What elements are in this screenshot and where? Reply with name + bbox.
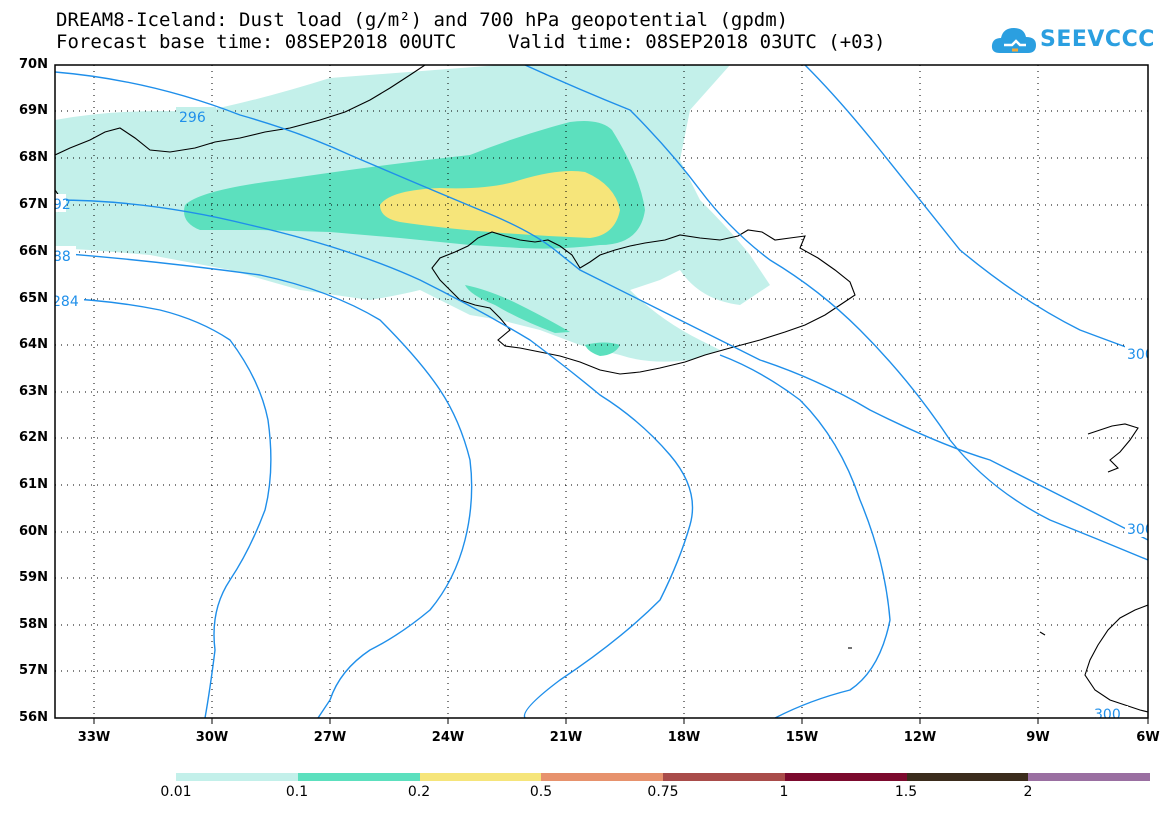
colorbar-segment (906, 773, 1029, 781)
colorbar-label: 2 (1023, 784, 1033, 800)
forecast-base-time: Forecast base time: 08SEP2018 00UTC (56, 31, 457, 53)
iceland-coast (431, 229, 856, 375)
colorbar-segment (176, 773, 298, 781)
lat-label-68n: 68N (19, 150, 48, 165)
colorbar-label: 0.01 (160, 784, 192, 800)
lon-label-12w: 12W (903, 730, 937, 745)
lat-label-66n: 66N (19, 244, 48, 259)
contour-label: 284 (52, 294, 79, 310)
contour-288 (55, 252, 473, 718)
map-title: DREAM8-Iceland: Dust load (g/m²) and 700… (56, 9, 789, 31)
lon-label-24w: 24W (431, 730, 465, 745)
lon-label-9w: 9W (1026, 730, 1050, 745)
colorbar-segment (541, 773, 663, 781)
lat-label-59n: 59N (19, 570, 48, 585)
contour-300-right (804, 65, 1148, 356)
lon-label-30w: 30W (195, 730, 229, 745)
contour-300-top (524, 65, 1148, 561)
lon-label-21w: 21W (549, 730, 583, 745)
colorbar-label: 0.1 (285, 784, 309, 800)
colorbar-segment (297, 773, 420, 781)
colorbar-label: 1.5 (894, 784, 918, 800)
scotland-coast (1084, 604, 1148, 713)
colorbar-label: 0.75 (647, 784, 679, 800)
contour-300-bottom (719, 354, 891, 718)
lat-label-65n: 65N (19, 291, 48, 306)
colorbar (176, 773, 1150, 781)
contour-292 (55, 199, 694, 718)
colorbar-segment (784, 773, 907, 781)
lat-label-70n: 70N (19, 57, 48, 72)
greenland-coast (55, 65, 426, 156)
colorbar-label: 1 (779, 784, 789, 800)
lon-label-33w: 33W (77, 730, 111, 745)
lat-label-56n: 56N (19, 710, 48, 725)
lon-label-6w: 6W (1136, 730, 1160, 745)
colorbar-segment (663, 773, 785, 781)
faroe-islands (1087, 423, 1139, 473)
lat-label-63n: 63N (19, 384, 48, 399)
colorbar-segment (1028, 773, 1150, 781)
colorbar-label: 0.5 (529, 784, 553, 800)
seevccc-logo: SEEVCCC (990, 20, 1160, 60)
lon-label-27w: 27W (313, 730, 347, 745)
cloud-icon (991, 28, 1036, 53)
contour-296 (55, 71, 1148, 541)
lat-label-62n: 62N (19, 430, 48, 445)
map-frame (54, 64, 1149, 719)
contour-label: 296 (179, 110, 206, 126)
lon-label-18w: 18W (667, 730, 701, 745)
dust-patch-2 (585, 342, 620, 356)
contour-label: 300 (1127, 347, 1154, 363)
lat-label-57n: 57N (19, 663, 48, 678)
valid-time: Valid time: 08SEP2018 03UTC (+03) (508, 31, 886, 53)
lat-label-58n: 58N (19, 617, 48, 632)
contour-label: 300 (1094, 707, 1121, 723)
lat-label-64n: 64N (19, 337, 48, 352)
contour-284 (55, 297, 272, 718)
lat-label-69n: 69N (19, 103, 48, 118)
grid-lines (55, 65, 1148, 718)
colorbar-label: 0.2 (407, 784, 431, 800)
lat-label-61n: 61N (19, 477, 48, 492)
geopotential-contours (55, 65, 1148, 718)
colorbar-segment (419, 773, 542, 781)
logo-text: SEEVCCC (1040, 27, 1155, 52)
coastlines (55, 65, 1148, 713)
contour-label: 300 (1127, 522, 1154, 538)
contour-label: 288 (44, 249, 71, 265)
lon-label-15w: 15W (785, 730, 819, 745)
dust-patch-1 (465, 285, 570, 333)
contour-label: 292 (44, 197, 71, 213)
lat-label-60n: 60N (19, 524, 48, 539)
lat-label-67n: 67N (19, 197, 48, 212)
